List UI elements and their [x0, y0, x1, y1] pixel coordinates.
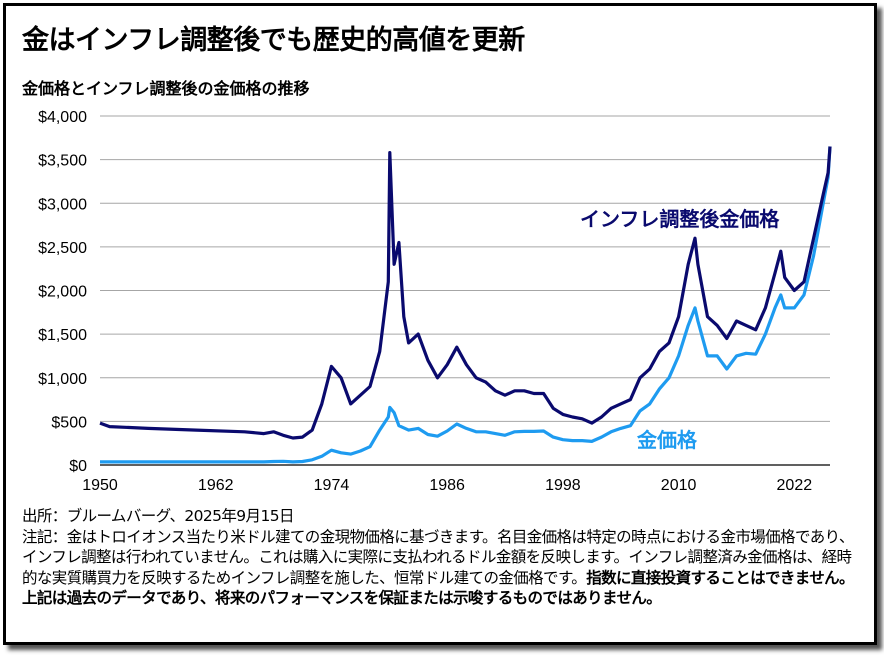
legend-label-nominal: 金価格	[636, 428, 698, 452]
x-tick-label: 2022	[777, 477, 813, 494]
y-tick-label: $4,000	[38, 109, 87, 126]
page-title: 金はインフレ調整後でも歴史的高値を更新	[22, 25, 525, 56]
y-tick-label: $500	[51, 414, 87, 431]
x-tick-label: 2010	[661, 477, 697, 494]
x-tick-label: 1962	[198, 477, 234, 494]
x-tick-label: 1998	[545, 477, 581, 494]
x-tick-label: 1974	[314, 477, 350, 494]
y-tick-label: $3,000	[38, 196, 87, 213]
disclaimer-note: 注記：金はトロイオンス当たり米ドル建ての金現物価格に基づきます。名目金価格は特定…	[22, 527, 862, 609]
chart-frame	[3, 3, 877, 645]
chart-title: 金価格とインフレ調整後の金価格の推移	[22, 79, 310, 98]
series-line-adjusted	[99, 146, 832, 440]
y-tick-label: $3,500	[38, 153, 87, 170]
disclaimer-bold: 指数に直接投資することはできません。上記は過去のデータであり、将来のパフォーマン…	[22, 568, 855, 608]
y-tick-label: $2,500	[38, 240, 87, 257]
legend-label-adjusted: インフレ調整後金価格	[580, 207, 780, 231]
source-note: 出所：ブルームバーグ、2025年9月15日	[22, 507, 294, 525]
y-tick-label: $1,000	[38, 371, 87, 388]
y-tick-label: $2,000	[38, 284, 87, 301]
x-tick-label: 1950	[82, 477, 118, 494]
y-tick-label: $0	[69, 458, 87, 475]
series-line-nominal	[100, 146, 832, 464]
x-tick-label: 1986	[429, 477, 465, 494]
y-tick-label: $1,500	[38, 327, 87, 344]
footnotes: 出所：ブルームバーグ、2025年9月15日 注記：金はトロイオンス当たり米ドル建…	[22, 506, 862, 609]
disclaimer-regular: 注記：金はトロイオンス当たり米ドル建ての金現物価格に基づきます。名目金価格は特定…	[22, 527, 854, 587]
